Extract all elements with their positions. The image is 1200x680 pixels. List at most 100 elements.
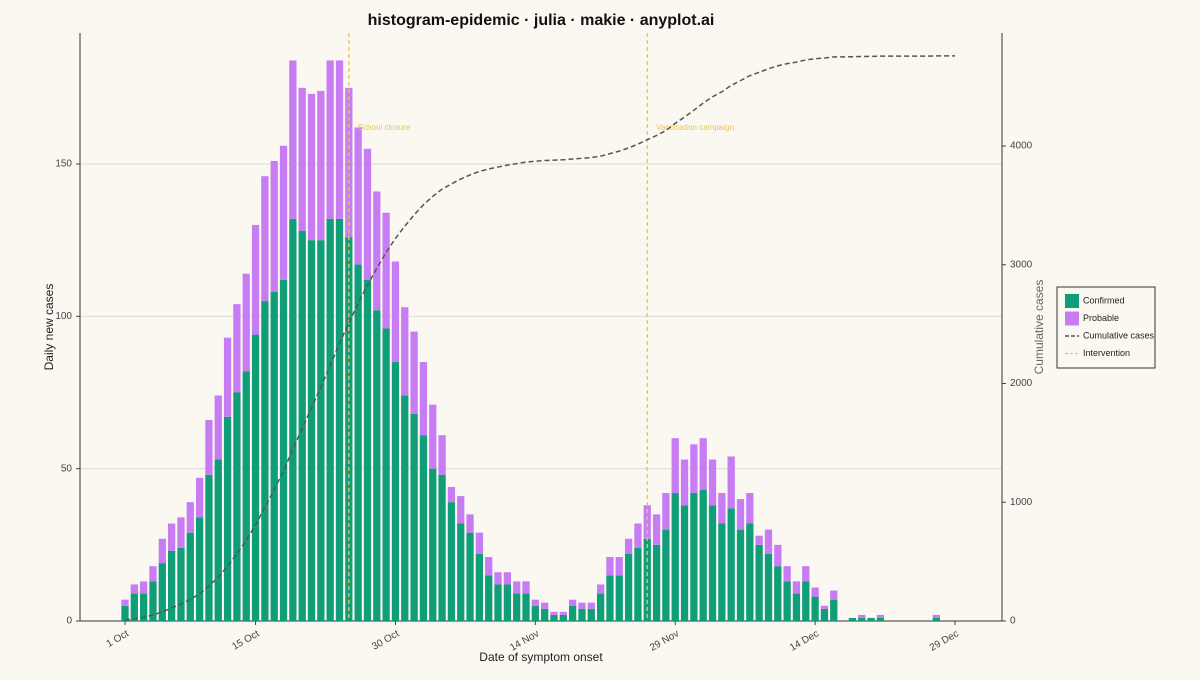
y-tick-label: 50 xyxy=(61,463,73,474)
bar xyxy=(541,602,549,609)
bar xyxy=(746,523,754,621)
bar xyxy=(858,617,866,621)
bar xyxy=(205,474,213,621)
bar xyxy=(671,438,679,494)
bar xyxy=(634,547,642,621)
bar xyxy=(214,459,222,621)
bar xyxy=(690,444,698,494)
bar xyxy=(298,87,306,232)
bar xyxy=(177,517,185,548)
bar xyxy=(624,553,633,621)
bar xyxy=(708,505,717,621)
bar xyxy=(802,566,810,582)
bar xyxy=(242,273,250,372)
intervention-label: School closure xyxy=(358,123,411,132)
bar xyxy=(140,581,148,594)
bar xyxy=(708,459,717,506)
y-tick-label: 0 xyxy=(66,616,72,627)
bar xyxy=(652,544,661,621)
bar xyxy=(447,486,456,503)
bar xyxy=(876,617,885,621)
bar xyxy=(792,593,801,621)
bar xyxy=(447,502,456,621)
bar xyxy=(391,362,400,621)
bar xyxy=(475,553,484,621)
bar xyxy=(774,566,782,621)
bar xyxy=(541,608,549,621)
bar xyxy=(764,529,773,554)
bar xyxy=(270,291,278,621)
legend-swatch xyxy=(1065,311,1079,326)
bar xyxy=(774,544,782,567)
bar xyxy=(345,237,353,621)
legend-label: Confirmed xyxy=(1083,295,1125,305)
bar xyxy=(727,456,735,509)
bar xyxy=(596,593,605,621)
bar xyxy=(876,614,885,618)
bar xyxy=(121,605,129,621)
bar xyxy=(410,331,418,414)
bar xyxy=(457,496,465,524)
bar xyxy=(802,581,810,621)
bar xyxy=(382,212,390,329)
bar xyxy=(251,334,260,621)
bar xyxy=(410,413,418,621)
bar xyxy=(270,160,278,292)
bar xyxy=(279,145,288,280)
bar xyxy=(438,474,446,621)
y2-tick-label: 2000 xyxy=(1010,378,1033,389)
bar xyxy=(503,572,511,585)
bar xyxy=(783,566,791,582)
bar xyxy=(587,608,595,621)
bar xyxy=(382,328,390,621)
bar xyxy=(811,587,819,597)
bar xyxy=(643,505,651,539)
bar xyxy=(401,307,409,396)
bar xyxy=(550,614,558,621)
bar xyxy=(662,529,670,621)
bar xyxy=(578,608,586,621)
bar xyxy=(158,563,166,621)
bar xyxy=(233,304,241,393)
bar xyxy=(858,614,866,618)
bar xyxy=(214,395,222,460)
bar xyxy=(261,176,269,302)
bar xyxy=(354,127,362,265)
bar xyxy=(615,575,623,621)
bar xyxy=(242,371,250,621)
bar xyxy=(121,599,129,606)
y2-tick-label: 0 xyxy=(1010,616,1016,627)
bar xyxy=(335,218,344,622)
legend-label: Probable xyxy=(1083,313,1119,323)
legend-swatch xyxy=(1065,294,1079,308)
bar xyxy=(559,611,567,615)
bar xyxy=(317,90,325,241)
bar xyxy=(363,279,372,621)
bar xyxy=(494,584,502,621)
bar xyxy=(727,508,735,621)
bar xyxy=(755,535,763,545)
bar xyxy=(932,617,940,621)
bar xyxy=(867,617,875,621)
bar xyxy=(830,590,838,600)
bar xyxy=(205,419,213,475)
x-axis-label: Date of symptom onset xyxy=(479,650,603,664)
bar xyxy=(615,557,623,576)
bar xyxy=(559,614,567,621)
bar xyxy=(792,581,801,594)
bar xyxy=(307,93,316,241)
bar xyxy=(513,581,521,594)
y2-tick-label: 4000 xyxy=(1010,141,1033,152)
bar xyxy=(373,310,381,621)
bar xyxy=(466,532,474,621)
bar xyxy=(624,538,633,554)
bar xyxy=(736,499,745,530)
bar xyxy=(289,60,297,219)
bar xyxy=(485,557,493,576)
bar xyxy=(475,532,484,554)
bar xyxy=(820,605,829,609)
y2-tick-label: 1000 xyxy=(1010,497,1033,508)
bar xyxy=(401,395,409,621)
bar xyxy=(680,459,689,506)
